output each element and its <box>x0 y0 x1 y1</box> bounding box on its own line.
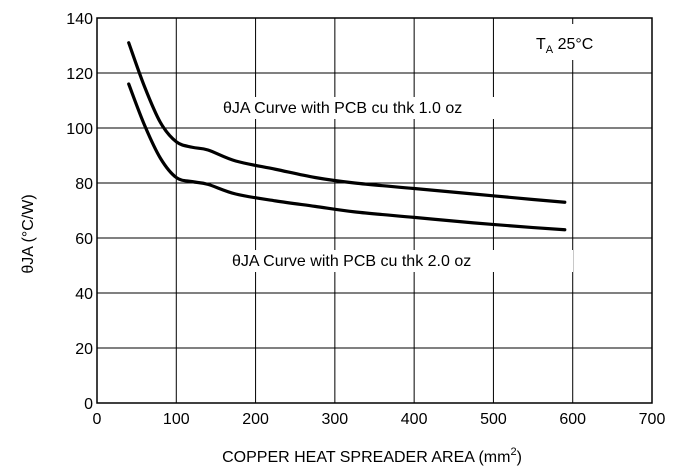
ambient-prefix: T <box>536 36 546 53</box>
y-tick-label: 20 <box>75 341 93 358</box>
y-tick-label: 100 <box>66 121 93 138</box>
curve-1oz-annotation: θJA Curve with PCB cu thk 1.0 oz <box>223 100 462 117</box>
y-tick-label: 60 <box>75 231 93 248</box>
y-axis-title: θJA (°C/W) <box>20 194 37 273</box>
y-tick-labels: 0 20 40 60 80 100 120 140 <box>66 11 93 413</box>
x-tick-label: 400 <box>401 411 428 428</box>
y-tick-label: 120 <box>66 66 93 83</box>
curve-2oz-annotation: θJA Curve with PCB cu thk 2.0 oz <box>232 253 471 270</box>
ambient-label-background <box>527 24 647 60</box>
x-tick-label: 500 <box>480 411 507 428</box>
ambient-value: 25°C <box>553 36 593 53</box>
x-tick-label: 0 <box>93 411 102 428</box>
x-axis-title: COPPER HEAT SPREADER AREA (mm2) <box>222 446 522 466</box>
x-axis-title-main: COPPER HEAT SPREADER AREA (mm <box>222 449 510 466</box>
plot-frame <box>96 17 653 404</box>
x-axis-title-end: ) <box>517 449 522 466</box>
ambient-subscript: A <box>546 44 554 56</box>
curve-2oz-label-background <box>227 250 573 272</box>
series-group <box>127 41 567 232</box>
x-axis-title-superscript: 2 <box>510 446 516 458</box>
x-tick-label: 700 <box>639 411 666 428</box>
x-tick-label: 100 <box>163 411 190 428</box>
y-tick-label: 140 <box>66 11 93 28</box>
x-tick-label: 200 <box>242 411 269 428</box>
grid <box>96 17 653 404</box>
y-tick-label: 80 <box>75 176 93 193</box>
y-tick-label: 40 <box>75 286 93 303</box>
series-2oz-line <box>127 82 567 232</box>
plot-frame-group <box>96 17 653 404</box>
x-tick-label: 600 <box>559 411 586 428</box>
x-tick-labels: 0 100 200 300 400 500 600 700 <box>93 411 666 428</box>
y-tick-label: 0 <box>84 396 93 413</box>
curve-1oz-label-background <box>218 97 527 119</box>
series-1oz-line <box>127 41 567 204</box>
x-tick-label: 300 <box>322 411 349 428</box>
ambient-temperature-annotation: TA 25°C <box>536 36 593 56</box>
